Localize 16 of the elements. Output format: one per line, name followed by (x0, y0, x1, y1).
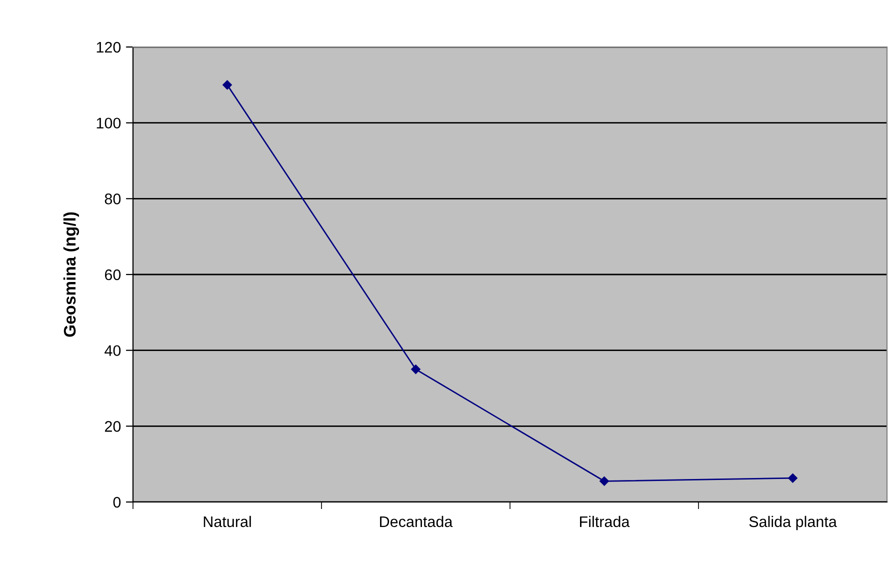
y-tick-label: 60 (104, 269, 121, 280)
y-axis-title: Geosmina (ng/l) (63, 212, 80, 337)
y-tick-label: 100 (96, 118, 121, 129)
y-tick-label: 0 (113, 496, 121, 508)
x-tick-label: Decantada (380, 516, 453, 528)
x-tick-label: Salida planta (749, 516, 837, 530)
y-tick-label: 20 (104, 421, 121, 432)
point (222, 80, 232, 90)
x-tick-label: Natural (204, 516, 251, 528)
point (411, 364, 420, 374)
y-tick-label: 40 (104, 345, 121, 356)
point (788, 473, 798, 483)
y-tick-label: 120 (96, 42, 121, 53)
y-tick-label: 80 (104, 194, 121, 204)
x-tick-label: Filtrada (580, 516, 630, 528)
point (600, 476, 609, 486)
